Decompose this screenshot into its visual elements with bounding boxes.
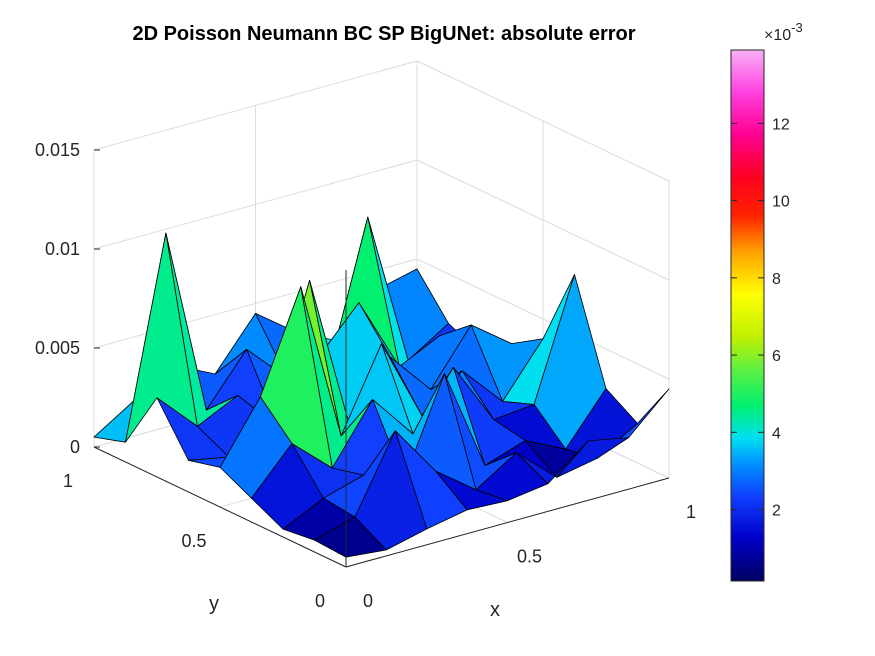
x-axis-line <box>345 477 670 568</box>
colorbar-tick-label: 2 <box>772 503 781 520</box>
colorbar-tick-label: 6 <box>772 348 781 365</box>
x-tick-label: 0 <box>363 591 373 611</box>
y-tick-label: 0.5 <box>181 531 206 551</box>
colorbar-exponent-base: ×10 <box>764 27 791 44</box>
colorbar-tick-label: 12 <box>772 116 790 133</box>
colorbar-tick-label: 8 <box>772 271 781 288</box>
y-tick-label: 0 <box>315 591 325 611</box>
z-tick-label: 0.015 <box>35 140 80 160</box>
z-tick-label: 0.01 <box>45 239 80 259</box>
y-axis-label: y <box>209 593 219 615</box>
z-tick-label: 0.005 <box>35 338 80 358</box>
y-tick-label: 1 <box>63 471 73 491</box>
colorbar-tick-label: 10 <box>772 194 790 211</box>
chart-title: 2D Poisson Neumann BC SP BigUNet: absolu… <box>132 23 635 45</box>
z-tick-label: 0 <box>70 437 80 457</box>
colorbar <box>730 49 765 582</box>
colorbar-tick-label: 4 <box>772 425 781 442</box>
axes-lines <box>93 270 670 568</box>
surface-patch <box>314 516 387 558</box>
y-axis-line <box>93 446 347 568</box>
colorbar-exponent: ×10-3 <box>764 20 803 44</box>
error-surface <box>93 216 670 558</box>
colorbar-exponent-power: -3 <box>791 20 803 35</box>
colorbar-ticks: 2 4 6 8 10 12 <box>731 116 790 520</box>
x-axis-label: x <box>490 599 500 621</box>
x-tick-label: 0.5 <box>517 547 542 567</box>
tick-labels: 0 0.005 0.01 0.015 0 0.5 1 0 0.5 1 <box>35 140 696 611</box>
x-tick-label: 1 <box>686 502 696 522</box>
